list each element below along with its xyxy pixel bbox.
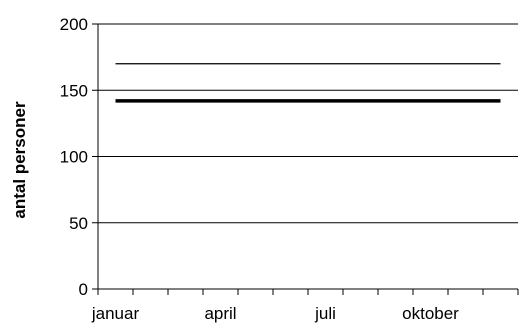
series-lines [115,63,501,103]
y-axis-title: antal personer [10,101,29,219]
y-tick-label: 50 [69,214,88,233]
axes [92,23,519,295]
x-tick-label: april [204,304,236,323]
y-tick-label: 100 [60,148,88,167]
x-tick-label: januar [91,304,140,323]
x-tick-label: juli [314,304,336,323]
gridlines [98,23,518,224]
y-tick-label: 150 [60,81,88,100]
y-tick-label: 200 [60,15,88,34]
tick-labels: 0 50 100 150 200 januar april juli oktober [60,15,460,323]
y-tick-label: 0 [79,280,88,299]
x-tick-label: oktober [402,304,459,323]
